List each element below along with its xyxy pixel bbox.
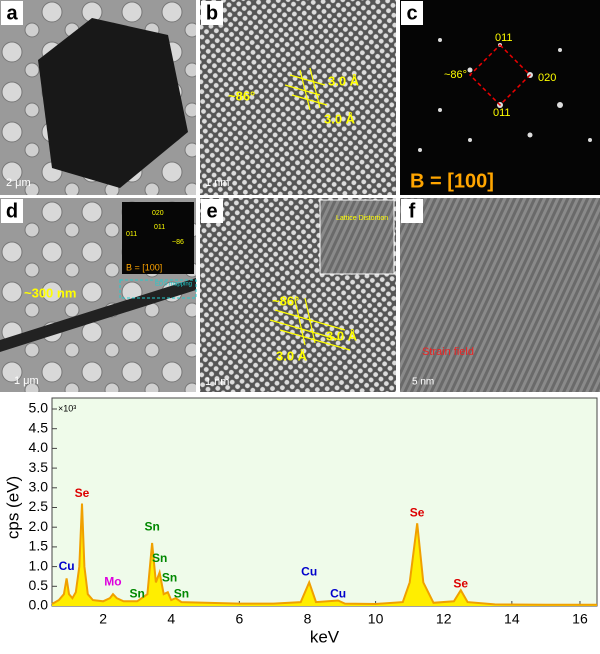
panel-letter: c xyxy=(406,2,417,24)
x-tick-label: 6 xyxy=(235,611,243,627)
panel-letter-box xyxy=(1,199,23,223)
panel-letter-box xyxy=(401,1,423,25)
panel-text: 1 μm xyxy=(14,375,39,387)
panel-letter-box xyxy=(1,1,23,25)
y-tick-label: 0.0 xyxy=(29,597,49,613)
panel-letter-box xyxy=(401,199,423,223)
x-tick-label: 12 xyxy=(436,611,452,627)
panel-text: 3.0 Å xyxy=(328,73,360,88)
panel-text: Lattice Distortion xyxy=(336,215,388,222)
peak-label: Sn xyxy=(162,571,177,585)
x-axis-label: keV xyxy=(310,627,340,646)
x-tick-label: 4 xyxy=(167,611,175,627)
y-tick-label: 4.0 xyxy=(29,439,49,455)
y-tick-label: 1.5 xyxy=(29,538,49,554)
x-tick-label: 10 xyxy=(368,611,384,627)
panel-text: 011 xyxy=(126,231,137,238)
y-tick-label: 4.5 xyxy=(29,419,49,435)
peak-label: Cu xyxy=(301,565,317,579)
panel-text: ~86° xyxy=(272,293,299,308)
panel-text: 2 μm xyxy=(6,177,31,189)
panel-text: 3.0 Å xyxy=(326,328,358,343)
panel-images xyxy=(0,0,600,392)
x-tick-label: 8 xyxy=(304,611,312,627)
peak-label: Se xyxy=(453,577,468,591)
peak-label: Se xyxy=(75,486,90,500)
panel-text: 3.0 Å xyxy=(324,111,356,126)
panel-text: ~86° xyxy=(228,88,255,103)
x-tick-label: 2 xyxy=(99,611,107,627)
panel-text: 1 nm xyxy=(205,376,229,388)
peak-label: Sn xyxy=(144,519,159,533)
panel-text: ~300 nm xyxy=(24,285,76,300)
y-tick-label: 1.0 xyxy=(29,557,49,573)
panel-letter: b xyxy=(206,2,218,24)
peak-label: Mo xyxy=(104,575,121,589)
y-tick-label: 0.5 xyxy=(29,577,49,593)
y-tick-label: 2.5 xyxy=(29,498,49,514)
plot-area xyxy=(51,397,598,607)
panel-letter-box xyxy=(201,1,223,25)
panel-text: 011 xyxy=(495,32,513,44)
panel-letter-box xyxy=(201,199,223,223)
spectrum-line xyxy=(51,503,597,606)
panel-letter: a xyxy=(6,2,18,24)
panel-text: B = [100] xyxy=(126,262,162,272)
y-multiplier: ×10³ xyxy=(58,403,76,413)
panel-text: 011 xyxy=(154,224,165,231)
chart: 0.0 0.5 1.0 1.5 2.0 2.5 3.0 3.5 4.0 4.5 5.0 2 4 6 8 10 1… xyxy=(3,400,597,646)
peak-label: Cu xyxy=(59,559,75,573)
panel-text: ~86° xyxy=(444,69,467,81)
peak-label: Cu xyxy=(330,586,346,600)
x-tick-label: 16 xyxy=(572,611,588,627)
y-tick-label: 5.0 xyxy=(29,400,49,416)
panel-text: 020 xyxy=(152,210,164,217)
y-tick-label: 3.0 xyxy=(29,479,49,495)
panel-text: ~86 xyxy=(172,239,184,246)
panel-letter: d xyxy=(6,200,18,222)
y-axis-label: cps (eV) xyxy=(3,476,22,539)
peak-label: Sn xyxy=(152,551,167,565)
panel-text: 020 xyxy=(538,72,556,84)
x-tick-label: 14 xyxy=(504,611,520,627)
peak-label: Se xyxy=(410,506,425,520)
peak-label: Sn xyxy=(129,586,144,600)
panel-text: 3.0 Å xyxy=(276,348,308,363)
panel-text: 1 nm xyxy=(205,177,229,189)
panel-letter: f xyxy=(409,200,416,222)
panel-text: 011 xyxy=(493,107,511,119)
panel-text: Strain field xyxy=(422,346,474,358)
peak-label: Sn xyxy=(174,586,189,600)
panel-text: 5 nm xyxy=(412,377,434,388)
panel-letter: e xyxy=(206,200,217,222)
panel-text: B = [100] xyxy=(410,170,494,192)
panel-text: EDS mapping xyxy=(155,282,192,288)
y-tick-label: 3.5 xyxy=(29,459,49,475)
y-tick-label: 2.0 xyxy=(29,518,49,534)
